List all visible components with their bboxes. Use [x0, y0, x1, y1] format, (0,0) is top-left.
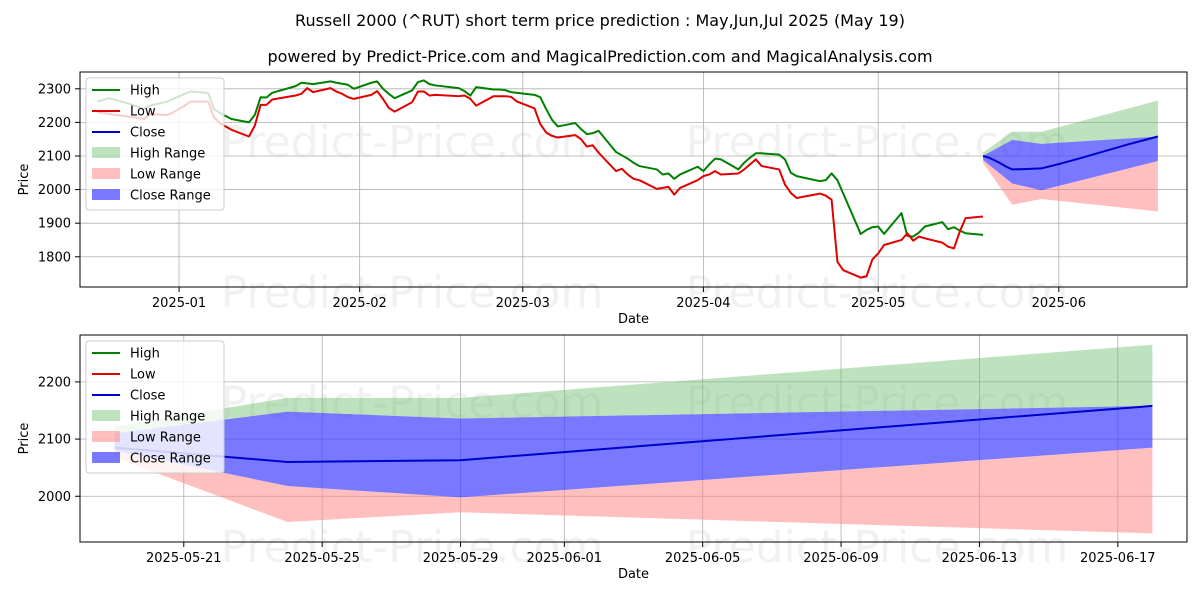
close-range-band: [983, 136, 1158, 191]
legend-label-high-range: High Range: [130, 410, 205, 425]
x-tick-label: 2025-06-05: [665, 551, 741, 566]
legend-swatch-high-range: [92, 410, 120, 421]
x-tick-label: 2025-06: [1032, 296, 1086, 311]
high-range-band: [983, 100, 1158, 157]
y-tick-label: 2000: [38, 490, 71, 505]
legend-swatch-low-range: [92, 431, 120, 442]
legend: High Low Close High Range Low Range Close Ran…: [85, 340, 225, 474]
legend-label-low: Low: [130, 105, 156, 120]
low-range-band: [114, 447, 1153, 534]
legend-swatch-low-range: [92, 168, 120, 179]
x-tick-label: 2025-06-09: [803, 551, 879, 566]
x-tick-label: 2025-05: [851, 296, 905, 311]
legend-swatch-close-range: [92, 452, 120, 463]
watermark-text: Predict-Price.com: [221, 267, 604, 318]
bottom-chart-panel: Predict-Price.com Predict-Price.comPredic…: [17, 334, 1188, 582]
plot-area: [114, 344, 1153, 534]
legend-label-high: High: [130, 347, 160, 362]
legend-label-close-range: Close Range: [130, 452, 211, 467]
legend-label-high-range: High Range: [130, 147, 205, 162]
watermark-text: Predict-Price.com: [686, 267, 1069, 318]
legend-label-close-range: Close Range: [130, 189, 211, 204]
grid-lines: [80, 72, 1187, 287]
chart-title: Russell 2000 (^RUT) short term price pre…: [295, 11, 905, 30]
x-axis-label: Date: [618, 312, 649, 327]
plot-area: [97, 79, 1159, 279]
x-tick-label: 2025-04: [676, 296, 730, 311]
high-line: [97, 79, 984, 238]
legend-swatch-close-range: [92, 189, 120, 200]
close-range-band: [114, 405, 1153, 498]
x-tick-label: 2025-06-01: [527, 551, 603, 566]
watermark-text: Predict-Price.com: [221, 117, 604, 168]
y-tick-label: 2200: [38, 375, 71, 390]
y-tick-label: 2100: [38, 433, 71, 448]
watermark-text: Predict-Price.com: [221, 522, 604, 573]
legend-box: [85, 340, 225, 474]
x-tick-label: 2025-03: [496, 296, 550, 311]
legend-swatch-high-range: [92, 147, 120, 158]
y-tick-label: 2300: [38, 82, 71, 97]
y-tick-label: 2200: [38, 116, 71, 131]
x-tick-label: 2025-02: [332, 296, 386, 311]
chart-subtitle: powered by Predict-Price.com and Magical…: [267, 47, 932, 66]
legend-label-high: High: [130, 84, 160, 99]
x-tick-label: 2025-05-25: [284, 551, 360, 566]
y-tick-label: 2100: [38, 149, 71, 164]
y-tick-label: 1900: [38, 217, 71, 232]
high-range-band: [114, 344, 1153, 434]
x-tick-label: 2025-01: [152, 296, 206, 311]
watermark-text: Predict-Price.com: [686, 522, 1069, 573]
y-axis-label: Price: [17, 164, 32, 196]
plot-frame: [79, 334, 1188, 543]
plot-frame: [79, 71, 1188, 288]
legend-box: [85, 77, 225, 211]
x-tick-label: 2025-05-21: [146, 551, 222, 566]
x-tick-label: 2025-06-17: [1080, 551, 1156, 566]
y-axis-label: Price: [17, 423, 32, 455]
legend-label-close: Close: [130, 389, 165, 404]
top-chart-panel: Predict-Price.com Predict-Price.com Predic…: [17, 71, 1188, 327]
legend-label-low: Low: [130, 368, 156, 383]
legend-label-close: Close: [130, 126, 165, 141]
low-range-band: [983, 160, 1158, 212]
legend-label-low-range: Low Range: [130, 168, 201, 183]
close-line: [982, 135, 1159, 171]
x-tick-label: 2025-06-13: [942, 551, 1018, 566]
y-tick-label: 1800: [38, 250, 71, 265]
y-tick-label: 2000: [38, 183, 71, 198]
low-line: [97, 87, 984, 279]
legend: High Low Close High Range Low Range Close Ran…: [85, 77, 225, 211]
legend-label-low-range: Low Range: [130, 431, 201, 446]
x-tick-label: 2025-05-29: [423, 551, 499, 566]
x-axis-label: Date: [618, 567, 649, 582]
